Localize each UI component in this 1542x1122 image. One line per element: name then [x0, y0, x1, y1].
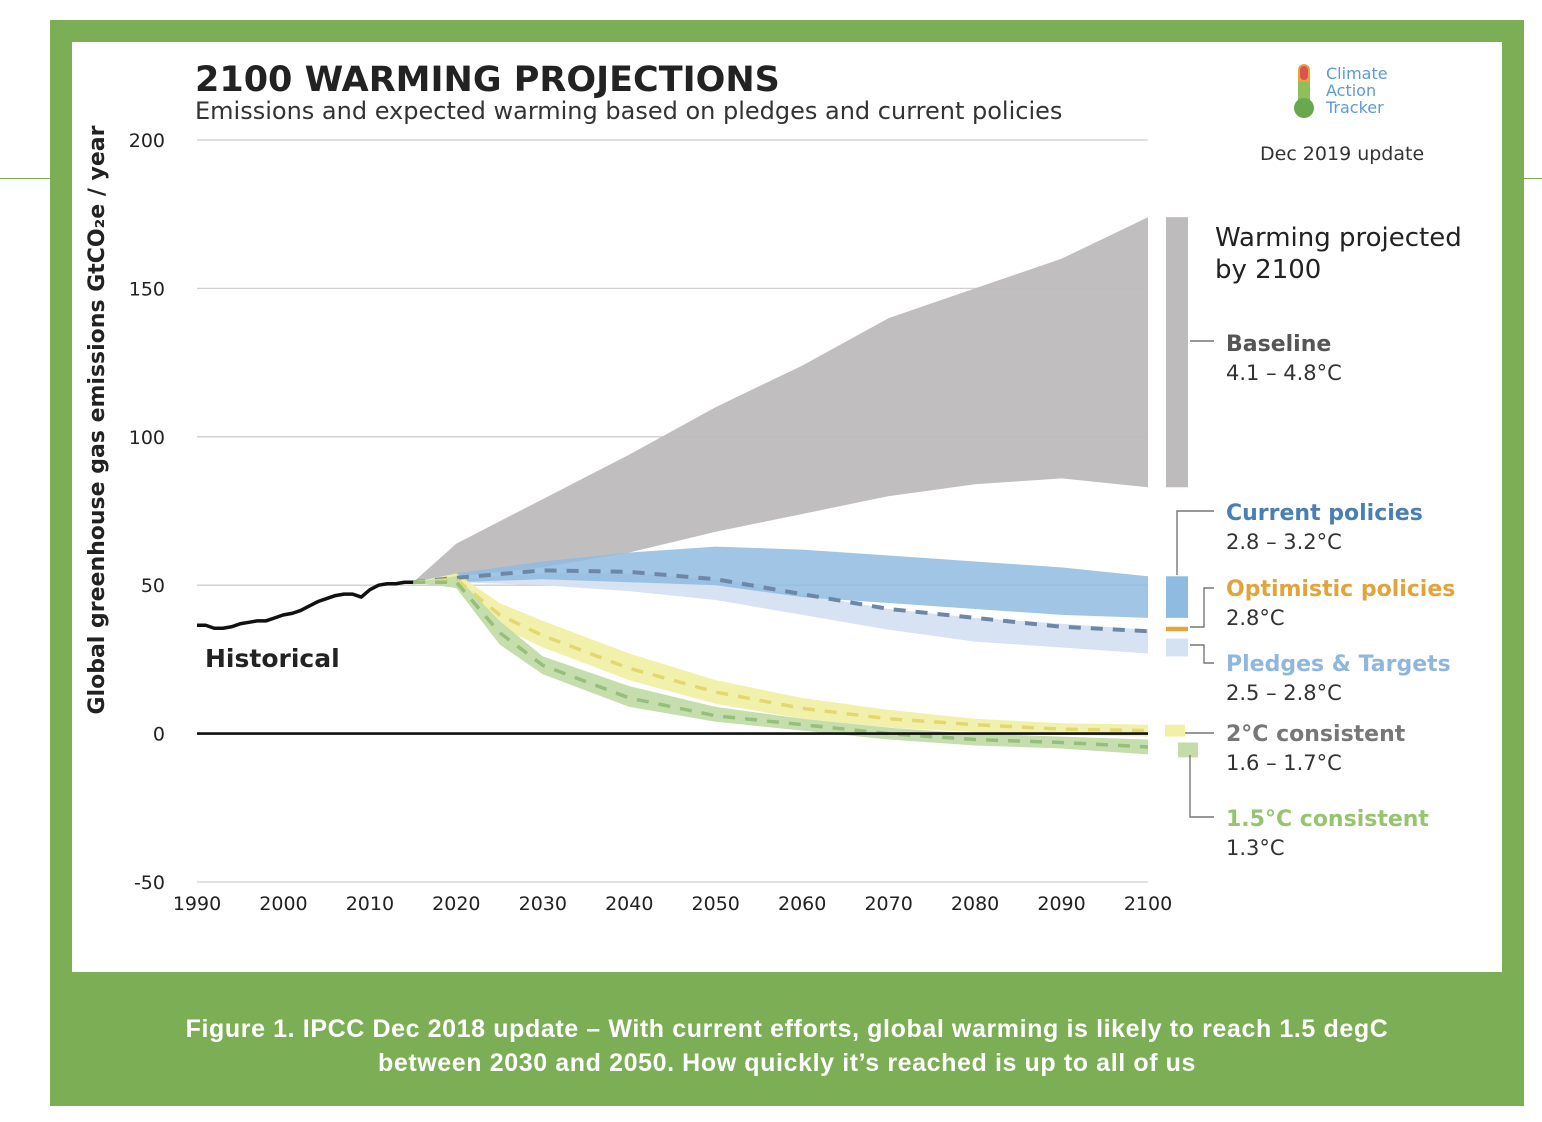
warming-bar-optimistic-policies: [1166, 626, 1188, 632]
warming-range-optimistic-policies: 2.8°C: [1226, 606, 1285, 630]
y-tick-label-100: 100: [129, 427, 165, 449]
area-baseline: [413, 217, 1148, 583]
warming-bar-pledges-targets: [1166, 638, 1188, 657]
label-baseline: Baseline: [1226, 332, 1331, 357]
line-2c-consistent: [413, 577, 1149, 733]
x-tick-label-2070: 2070: [864, 893, 912, 915]
x-tick-label-2080: 2080: [951, 893, 999, 915]
line-historical: [197, 580, 414, 630]
y-tick-label-50: 50: [141, 575, 165, 597]
warming-bars: [1165, 217, 1198, 758]
thermometer-icon: [1294, 64, 1314, 118]
area-pledges-targets: [413, 573, 1148, 654]
area-current-policies: [413, 546, 1148, 618]
area-2-c-consistent: [413, 573, 1148, 737]
warming-bar-baseline: [1166, 217, 1188, 488]
area-1-5-c-consistent: [413, 576, 1148, 755]
label-1-5-c-consistent: 1.5°C consistent: [1226, 807, 1429, 832]
connector-1-5-c-consistent: [1189, 755, 1214, 818]
x-tick-label-1990: 1990: [173, 893, 221, 915]
scenario-areas: [413, 217, 1148, 755]
warming-heading-line-2: by 2100: [1215, 255, 1321, 285]
logo-line-3: Tracker: [1325, 98, 1384, 117]
climate-action-tracker-logo: Climate Action Tracker: [1294, 64, 1388, 118]
y-tick-label--50: -50: [134, 872, 165, 894]
x-tick-label-2010: 2010: [346, 893, 394, 915]
x-tick-label-2050: 2050: [692, 893, 740, 915]
logo-line-1: Climate: [1326, 64, 1388, 83]
warming-bar-current-policies: [1166, 576, 1188, 618]
y-tick-label-0: 0: [153, 724, 165, 746]
label-current-policies: Current policies: [1226, 501, 1423, 526]
x-tick-label-2040: 2040: [605, 893, 653, 915]
warming-range-2-c-consistent: 1.6 – 1.7°C: [1226, 751, 1342, 775]
right-rule-line: [1524, 178, 1542, 179]
historical-label: Historical: [205, 644, 340, 673]
scenario-labels: Baseline 4.1 – 4.8°C Current policies 2.8 –…: [1176, 332, 1455, 860]
y-tick-label-200: 200: [129, 130, 165, 152]
chart-title: 2100 WARMING PROJECTIONS: [195, 60, 780, 100]
figure-caption: Figure 1. IPCC Dec 2018 update – With cu…: [50, 1012, 1524, 1080]
connector-pledges-targets: [1190, 644, 1214, 664]
x-tick-label-2020: 2020: [432, 893, 480, 915]
label-2-c-consistent: 2°C consistent: [1226, 722, 1406, 747]
update-note: Dec 2019 update: [1260, 143, 1424, 165]
x-tick-label-2030: 2030: [519, 893, 567, 915]
warming-range-current-policies: 2.8 – 3.2°C: [1226, 530, 1342, 554]
x-tick-label-2090: 2090: [1037, 893, 1085, 915]
caption-line-1: Figure 1. IPCC Dec 2018 update – With cu…: [185, 1015, 1389, 1043]
logo-line-2: Action: [1326, 81, 1376, 100]
label-pledges-targets: Pledges & Targets: [1226, 652, 1451, 677]
x-tick-label-2000: 2000: [259, 893, 307, 915]
label-optimistic-policies: Optimistic policies: [1226, 577, 1455, 602]
warming-range-pledges-targets: 2.5 – 2.8°C: [1226, 681, 1342, 705]
axis-layer: 200 150 100 50 0 -50 1990 2000 2010 2020 2030 2040 2…: [129, 130, 1172, 915]
warming-range-1-5-c-consistent: 1.3°C: [1226, 836, 1285, 860]
y-tick-label-150: 150: [129, 278, 165, 300]
warming-range-baseline: 4.1 – 4.8°C: [1226, 361, 1342, 385]
caption-line-2: between 2030 and 2050. How quickly it’s …: [377, 1049, 1197, 1077]
connector-current-policies: [1176, 510, 1214, 575]
chart-subtitle: Emissions and expected warming based on …: [195, 97, 1062, 125]
x-tick-label-2060: 2060: [778, 893, 826, 915]
warming-bar-1-5-c-consistent: [1178, 742, 1198, 758]
warming-heading-line-1: Warming projected: [1215, 223, 1462, 253]
warming-bar-2-c-consistent: [1165, 724, 1185, 737]
x-tick-label-2100: 2100: [1124, 893, 1172, 915]
connector-optimistic-policies: [1190, 587, 1214, 628]
left-rule-line: [0, 178, 50, 179]
y-axis-label: Global greenhouse gas emissions GtCO₂e /…: [85, 125, 110, 714]
scenario-lines: [197, 568, 1149, 749]
